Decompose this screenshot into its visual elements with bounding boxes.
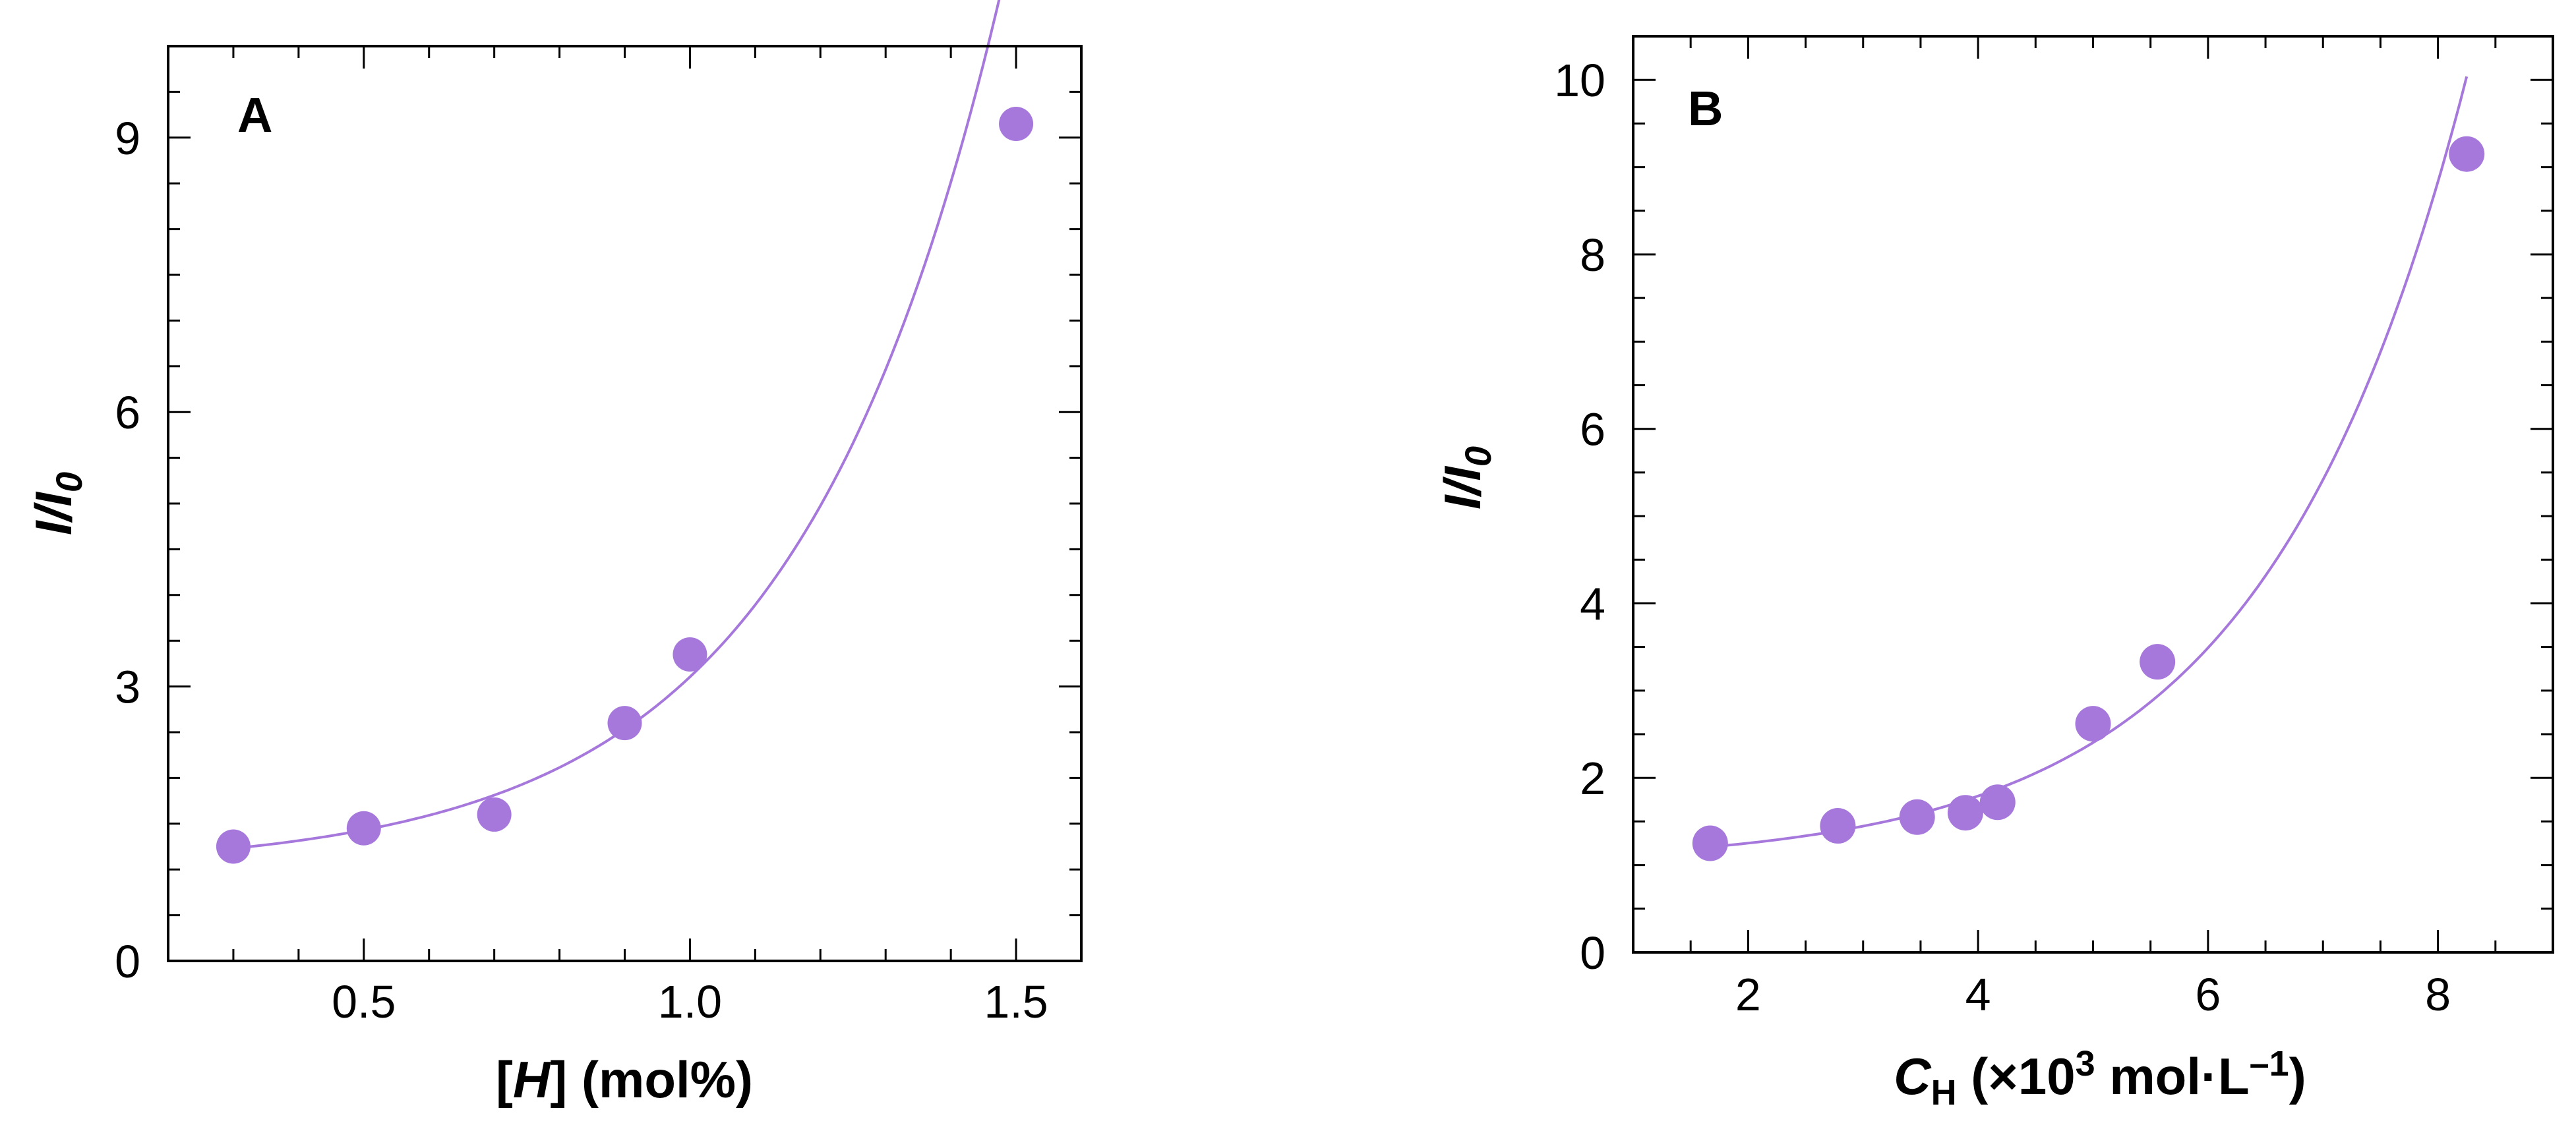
panel-a-y-tick-labels: 0 3 6 9 [115,113,140,987]
data-point [1692,825,1728,861]
x-tick-label: 4 [1965,969,1991,1020]
data-point [2140,644,2176,680]
panel-b-x-tick-labels: 2 4 6 8 [1735,969,2451,1020]
panel-b-tick-marks [1633,36,2553,952]
panel-a-y-axis-title: I/I0 [24,472,90,535]
panel-a-tick-marks [168,46,1081,961]
panel-a-x-tick-labels: 0.5 1.0 1.5 [332,976,1048,1027]
y-tick-label: 8 [1580,229,1605,281]
data-point [1947,795,1983,831]
x-tick-label: 2 [1735,969,1761,1020]
y-tick-label: 9 [115,113,140,164]
chart-panel-a: A 0.5 1.0 1.5 0 3 6 9 [H] (mol%) I/I0 [24,0,1083,1109]
data-point [673,637,707,672]
data-point [999,106,1034,141]
data-point [1899,799,1935,835]
y-tick-label: 3 [115,662,140,713]
panel-b-x-axis-title: CH (×103 mol·L–1) [1894,1044,2306,1113]
data-point [1979,784,2016,821]
panel-b-data-points [1692,136,2485,861]
panel-b-label: B [1688,81,1723,136]
y-tick-label: 0 [1580,927,1605,979]
y-tick-label: 6 [115,387,140,438]
y-tick-label: 0 [115,936,140,987]
data-point [216,829,251,864]
data-point [477,797,512,832]
x-tick-label: 6 [2195,969,2221,1020]
y-tick-label: 10 [1554,55,1605,106]
panel-b-y-tick-labels: 0 2 4 6 8 10 [1554,55,1605,979]
x-tick-label: 1.0 [658,976,722,1027]
chart-panel-b: B 2 4 6 8 0 2 4 6 8 10 CH (×103 mol·L–1) I/I0 [1433,35,2554,1113]
data-point [2449,136,2485,172]
x-tick-label: 8 [2425,969,2451,1020]
panel-a-x-axis-title: [H] (mol%) [496,1051,753,1109]
panel-b-plot-frame [1632,35,2554,954]
data-point [2075,706,2111,742]
y-tick-label: 6 [1580,404,1605,455]
data-point [1820,808,1856,844]
y-tick-label: 2 [1580,753,1605,804]
panel-a-label: A [237,88,272,142]
data-point [607,706,642,741]
x-tick-label: 0.5 [332,976,396,1027]
panel-a-data-points [216,106,1034,864]
panel-a-plot-frame [167,45,1083,962]
data-point [346,811,381,846]
panel-b-y-axis-title: I/I0 [1433,446,1499,509]
y-tick-label: 4 [1580,578,1605,629]
x-tick-label: 1.5 [984,976,1048,1027]
